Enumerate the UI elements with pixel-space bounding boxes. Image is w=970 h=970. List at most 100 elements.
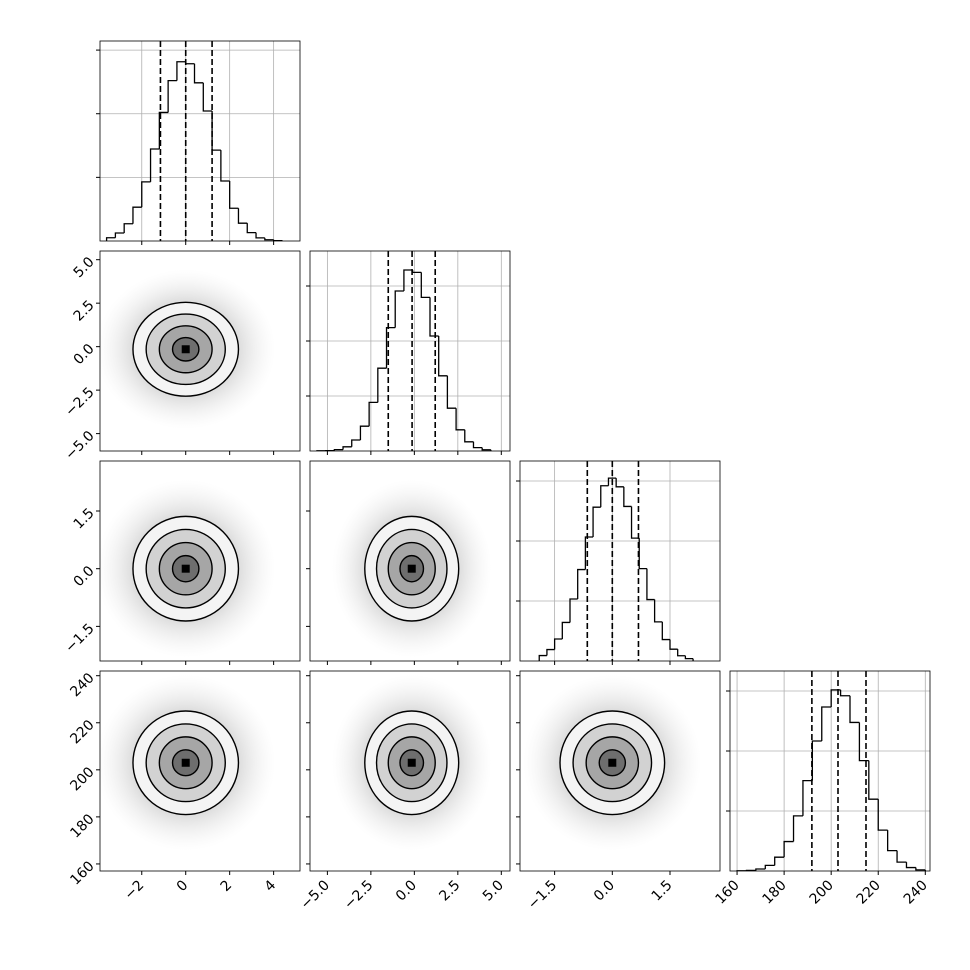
histogram-step: [792, 815, 803, 842]
histogram-step: [359, 425, 370, 440]
histogram-step: [661, 621, 670, 641]
panel-frame: [309, 460, 511, 662]
panel: [100, 674, 276, 851]
x-tick-label: 0.0: [591, 877, 618, 904]
panel: [523, 674, 702, 851]
histogram-step: [333, 448, 344, 451]
histogram-step: [538, 654, 547, 661]
histogram-step: [464, 429, 474, 443]
histogram-step: [202, 82, 213, 112]
histogram-step: [446, 375, 457, 409]
y-tick-label: −2.5: [62, 384, 97, 419]
histogram-step: [141, 181, 151, 208]
histogram-step: [764, 864, 775, 869]
histogram-step: [600, 485, 609, 508]
y-tick-label: −1.5: [62, 621, 97, 656]
histogram-step: [802, 779, 813, 816]
histogram-step: [877, 799, 888, 831]
x-tick-label: −2: [122, 877, 148, 903]
histogram-step: [429, 297, 439, 337]
y-tick-label: 5.0: [71, 254, 98, 281]
panel-frame: [519, 460, 721, 662]
histogram-step: [193, 63, 204, 84]
histogram-step: [623, 486, 632, 508]
density-peak: [181, 345, 190, 354]
histogram-step: [915, 867, 926, 871]
panel: [100, 41, 300, 241]
histogram-step: [638, 538, 647, 570]
density-peak: [608, 758, 617, 767]
histogram-step: [592, 506, 601, 537]
histogram-step: [167, 79, 177, 113]
density-peak: [407, 758, 416, 767]
y-tick-label: 240: [67, 670, 97, 700]
panel: [100, 269, 276, 430]
histogram-step: [264, 237, 274, 241]
histogram-step: [830, 689, 841, 707]
y-tick-label: 2.5: [71, 298, 98, 325]
x-tick-label: 0: [174, 877, 192, 895]
density-peak: [181, 758, 190, 767]
histogram-step: [677, 649, 686, 657]
histogram-step: [849, 695, 860, 724]
panel-frame: [309, 670, 511, 872]
x-tick-label: 2: [218, 877, 236, 895]
histogram-step: [377, 367, 387, 403]
histogram-step: [220, 150, 230, 182]
histogram-step: [821, 706, 832, 741]
histogram-step: [839, 689, 850, 697]
histogram-step: [684, 655, 694, 660]
y-tick-label: −5.0: [62, 428, 97, 463]
histogram-step: [481, 447, 491, 451]
histogram-step: [229, 181, 239, 209]
histogram-step: [886, 830, 898, 852]
panel-frame: [99, 460, 301, 662]
panel-frame: [99, 670, 301, 872]
histogram-step: [577, 568, 586, 599]
histogram-step: [420, 272, 430, 299]
y-tick-label: 220: [67, 717, 97, 747]
y-tick-label: 180: [67, 811, 97, 841]
histogram-step: [858, 722, 869, 762]
density-peak: [181, 564, 190, 573]
histogram-step: [123, 223, 133, 233]
histogram-step: [105, 237, 116, 241]
histogram-step: [774, 856, 785, 866]
histogram-step: [351, 439, 361, 447]
panel: [331, 479, 492, 658]
panel: [100, 479, 276, 658]
histogram-step: [185, 61, 195, 65]
y-tick-label: 160: [67, 858, 97, 888]
histogram-step: [607, 477, 617, 486]
panel-frame: [309, 250, 511, 452]
histogram-step: [149, 148, 160, 182]
y-tick-label: 200: [67, 764, 97, 794]
histogram-step: [584, 536, 594, 570]
x-tick-label: −5.0: [298, 877, 333, 912]
histogram-step: [546, 648, 555, 656]
histogram-step: [669, 639, 678, 650]
x-tick-label: 5.0: [480, 877, 507, 904]
panel: [730, 671, 930, 871]
histogram-step: [755, 868, 766, 871]
histogram-step: [905, 862, 916, 869]
x-tick-label: 200: [807, 877, 837, 907]
panel: [520, 461, 720, 661]
panel-frame: [519, 670, 721, 872]
histogram-step: [272, 239, 283, 241]
histogram-step: [561, 621, 570, 639]
x-tick-label: 1.5: [649, 877, 676, 904]
y-tick-label: 0.0: [71, 563, 98, 590]
x-tick-label: 2.5: [436, 877, 463, 904]
histogram-step: [553, 638, 563, 650]
histogram-step: [211, 111, 221, 151]
histogram-step: [368, 401, 378, 427]
histogram-step: [783, 840, 794, 858]
histogram-step: [246, 223, 257, 234]
histogram-step: [438, 336, 448, 377]
x-tick-label: 0.0: [393, 877, 420, 904]
histogram-step: [342, 446, 352, 450]
histogram-step: [811, 740, 822, 781]
x-tick-label: 180: [760, 877, 790, 907]
